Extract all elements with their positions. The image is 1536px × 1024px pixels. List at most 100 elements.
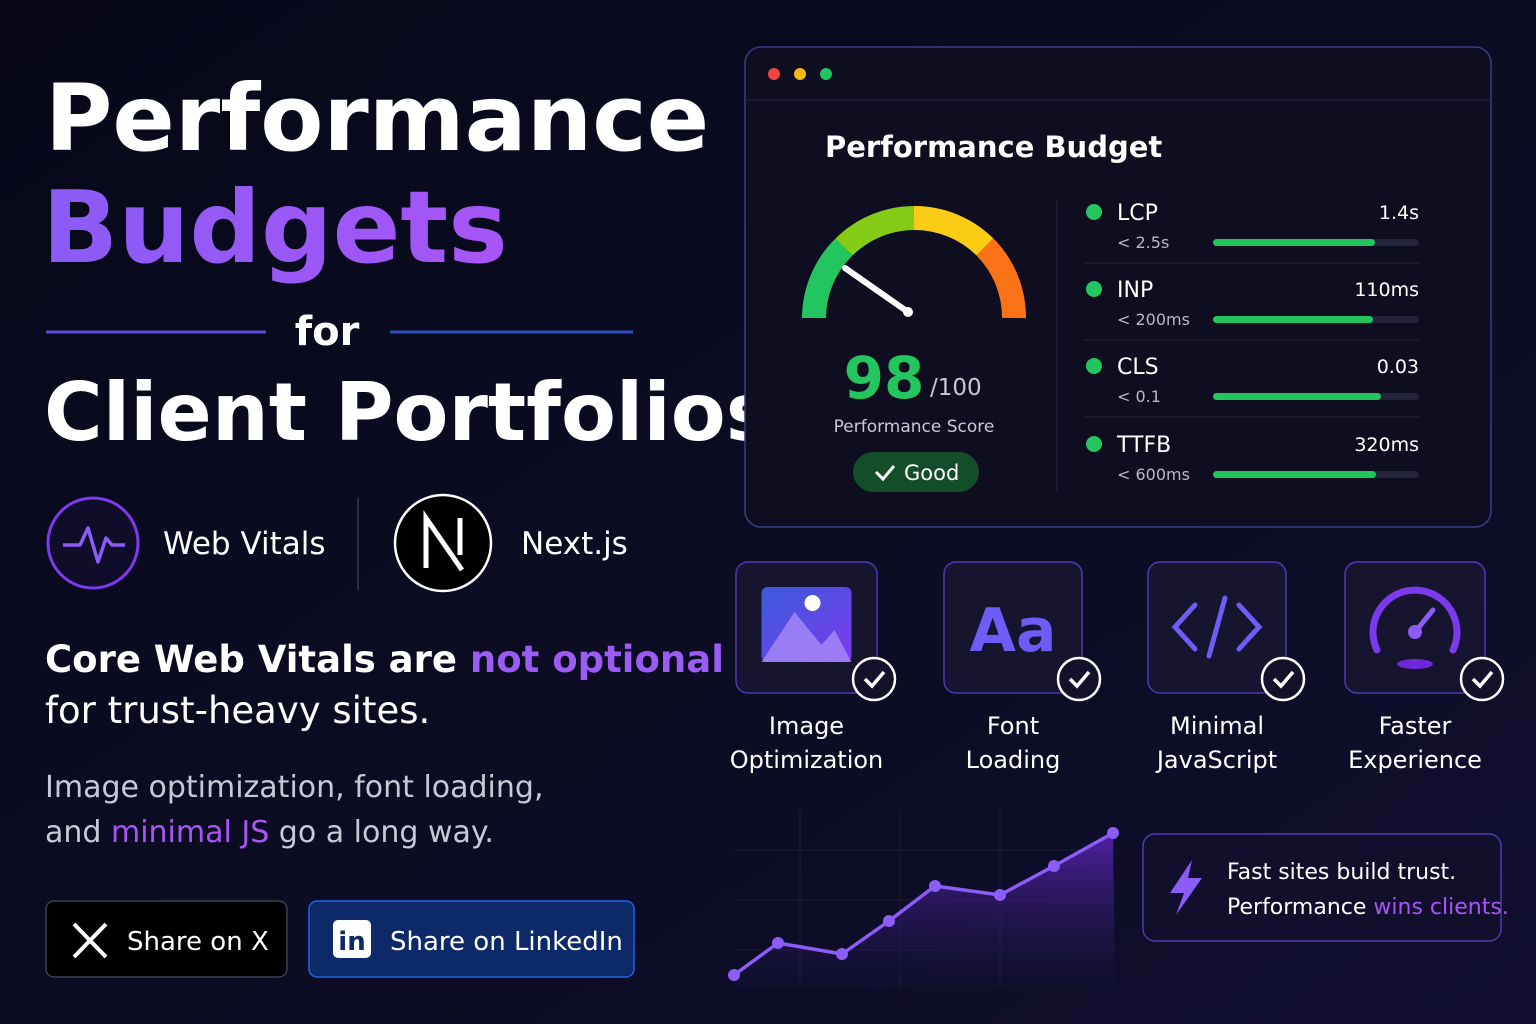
trend-area <box>734 833 1115 988</box>
metric-name: TTFB <box>1116 433 1171 458</box>
metric-target: < 600ms <box>1117 465 1190 484</box>
progress-fill <box>1213 393 1381 400</box>
metric-value: 320ms <box>1354 434 1419 456</box>
badge-label: Web Vitals <box>163 526 326 562</box>
check-icon <box>1471 670 1494 689</box>
linkedin-logo-text: in <box>338 927 365 957</box>
callout-highlight: wins clients. <box>1373 895 1508 920</box>
metric-target: < 200ms <box>1117 310 1190 329</box>
feature-label: Faster <box>1379 712 1452 740</box>
score-label: Performance Score <box>834 417 995 437</box>
progress-fill <box>1213 316 1373 323</box>
hero-line: Performance <box>45 65 709 172</box>
code-icon <box>1171 595 1263 659</box>
metric-value: 1.4s <box>1379 202 1419 224</box>
gauge-needle <box>842 265 911 315</box>
features: Image Optimization Aa Font Loading Minimal Jav… <box>730 561 1505 774</box>
metrics: LCP < 2.5s 1.4s INP < 200ms 110ms CLS < 0.1 0.03… <box>1083 201 1420 484</box>
share-x-button[interactable]: Share on X <box>45 900 288 978</box>
pulse-icon <box>63 526 125 564</box>
speed-icon <box>1369 586 1461 654</box>
metric-target: < 0.1 <box>1117 387 1161 406</box>
check-badge <box>1459 656 1505 702</box>
hero-connector: for <box>295 309 360 355</box>
status-pill <box>853 452 979 492</box>
trend-line <box>732 831 1114 977</box>
callout-text: Performance <box>1227 895 1373 920</box>
gauge-arc <box>835 206 915 256</box>
feature-label: Minimal <box>1170 712 1264 740</box>
badge-label: Next.js <box>521 526 628 562</box>
trend-points <box>728 827 1119 981</box>
hero-line: Client Portfolios <box>44 366 773 459</box>
tagline-text: Core Web Vitals are <box>45 638 470 681</box>
status-dot <box>1086 358 1102 374</box>
check-icon <box>863 670 886 689</box>
metric-value: 0.03 <box>1377 356 1419 378</box>
score: 98 <box>844 344 925 412</box>
feature-label: Optimization <box>730 746 884 774</box>
window-dot <box>794 68 806 80</box>
trend-decoration <box>728 810 1119 988</box>
feature-label: JavaScript <box>1155 746 1277 774</box>
gauge-hub <box>903 307 913 317</box>
font-icon: Aa <box>970 596 1057 666</box>
window-dot <box>768 68 780 80</box>
description-text: go a long way. <box>269 815 494 850</box>
speed-base <box>1397 659 1433 669</box>
metric-name: INP <box>1117 278 1153 303</box>
button-label: Share on LinkedIn <box>390 927 623 957</box>
status-dot <box>1086 281 1102 297</box>
score-max: /100 <box>930 375 982 401</box>
check-badge <box>851 656 897 702</box>
speed-hub <box>1408 625 1422 639</box>
tagline: Core Web Vitals are not optional <box>45 638 724 681</box>
check-icon <box>874 465 896 482</box>
callout-box <box>1142 833 1502 942</box>
nextjs-logo <box>423 509 465 572</box>
callout-text: Performance wins clients. <box>1227 895 1509 920</box>
metric-target: < 2.5s <box>1117 233 1169 252</box>
button-bg <box>308 900 635 978</box>
description-highlight: minimal JS <box>111 815 269 850</box>
description: Image optimization, font loading, <box>45 770 544 805</box>
hero-highlight: Budgets <box>42 169 508 286</box>
metric-value: 110ms <box>1354 279 1419 301</box>
metric-name: CLS <box>1117 355 1159 380</box>
image-icon-sun <box>804 595 821 611</box>
gauge-arc <box>802 238 853 319</box>
dashboard-window <box>744 46 1492 528</box>
feature-label: Loading <box>966 746 1061 774</box>
check-icon <box>1272 670 1295 689</box>
progress-fill <box>1213 471 1376 478</box>
linkedin-logo <box>333 920 371 958</box>
check-badge <box>1260 656 1306 702</box>
check-badge <box>1056 656 1102 702</box>
metric-name: LCP <box>1117 201 1158 226</box>
gauge-arc <box>913 205 994 256</box>
feature-label: Image <box>769 712 844 740</box>
status-dot <box>1086 436 1102 452</box>
button-bg <box>45 900 288 978</box>
status-dot <box>1086 204 1102 220</box>
progress-fill <box>1213 239 1375 246</box>
dashboard-title: Performance Budget <box>825 130 1162 164</box>
tagline-highlight: not optional <box>470 638 724 681</box>
button-label: Share on X <box>127 927 269 957</box>
feature-label: Font <box>987 712 1039 740</box>
description: and minimal JS go a long way. <box>45 815 494 850</box>
status-label: Good <box>904 461 959 485</box>
check-icon <box>1068 670 1091 689</box>
gauge-arc <box>976 238 1027 319</box>
description-text: and <box>45 815 111 850</box>
x-logo <box>72 922 108 959</box>
share-linkedin-button[interactable]: in Share on LinkedIn <box>308 900 635 978</box>
window-dot <box>820 68 832 80</box>
feature-label: Experience <box>1348 746 1482 774</box>
callout-text: Fast sites build trust. <box>1227 860 1456 885</box>
bolt-icon <box>1170 860 1202 915</box>
image-icon-mountain <box>761 612 852 662</box>
gauge <box>802 205 1027 319</box>
feature-card <box>943 561 1083 694</box>
